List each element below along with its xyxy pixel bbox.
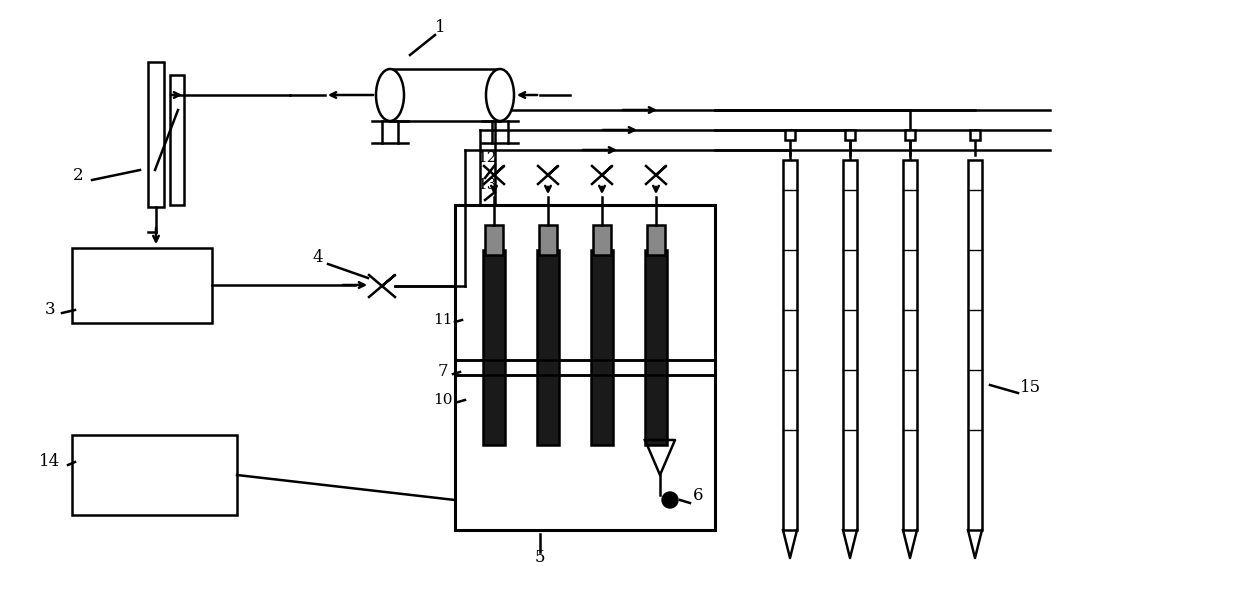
Bar — [844, 130, 856, 140]
Bar — [485, 225, 503, 255]
Bar — [72, 435, 237, 515]
Text: 4: 4 — [312, 249, 324, 266]
Text: 1: 1 — [435, 20, 445, 37]
Text: 2: 2 — [73, 166, 83, 184]
Text: 3: 3 — [45, 301, 56, 318]
Bar — [484, 250, 505, 445]
Text: 6: 6 — [693, 487, 703, 504]
Text: 5: 5 — [534, 549, 546, 567]
Bar — [72, 248, 212, 323]
Bar — [593, 225, 611, 255]
Text: 12: 12 — [477, 151, 497, 165]
Bar — [537, 250, 559, 445]
Text: 11: 11 — [433, 313, 453, 327]
Ellipse shape — [376, 69, 404, 121]
Bar — [968, 160, 982, 530]
Bar — [170, 75, 184, 205]
Text: 14: 14 — [40, 453, 61, 471]
Text: 15: 15 — [1019, 379, 1040, 397]
Bar — [645, 250, 667, 445]
Bar — [591, 250, 613, 445]
Circle shape — [662, 492, 678, 508]
Ellipse shape — [486, 69, 515, 121]
Bar — [782, 160, 797, 530]
Text: 13: 13 — [477, 178, 497, 192]
Bar — [539, 225, 557, 255]
Text: 7: 7 — [438, 363, 449, 381]
Bar — [970, 130, 980, 140]
Bar — [455, 205, 715, 530]
Bar — [905, 130, 915, 140]
Bar — [785, 130, 795, 140]
Bar — [148, 62, 164, 207]
Bar — [903, 160, 918, 530]
Bar — [843, 160, 857, 530]
Bar — [647, 225, 665, 255]
Text: 10: 10 — [433, 393, 453, 407]
